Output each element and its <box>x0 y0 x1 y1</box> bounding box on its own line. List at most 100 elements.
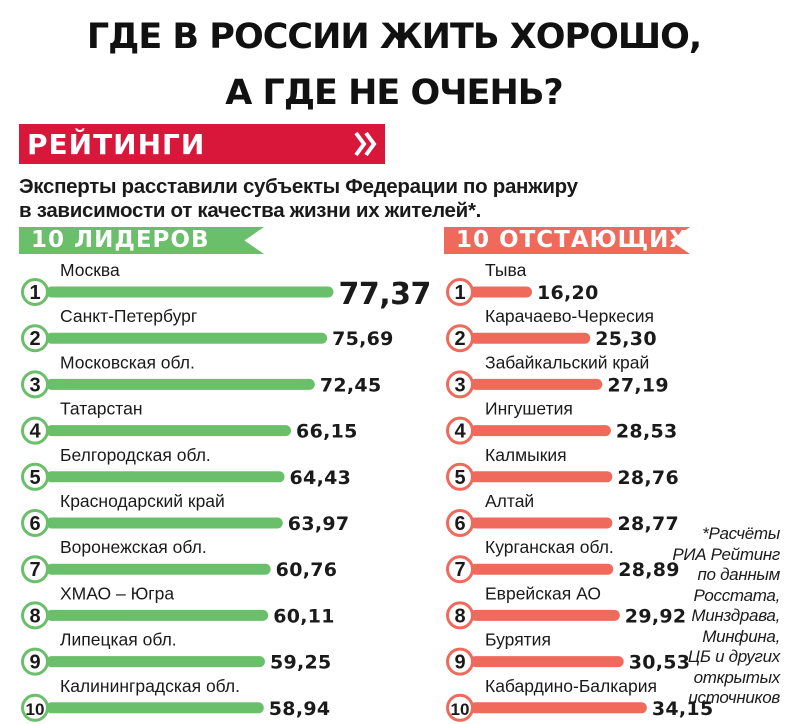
region-name: Москва <box>60 260 120 280</box>
subtitle-line1: Эксперты расставили субъекты Федерации п… <box>19 175 578 198</box>
value-label: 29,92 <box>625 605 687 627</box>
region-name: Бурятия <box>485 630 551 650</box>
rank-circle <box>21 416 49 445</box>
bar <box>470 332 591 344</box>
bar <box>470 702 647 714</box>
rank-label: 7 <box>454 559 465 581</box>
region-name: Алтай <box>485 491 534 511</box>
value-label: 75,69 <box>332 328 394 350</box>
region-name: Санкт-Петербург <box>60 306 197 326</box>
bar <box>46 332 328 344</box>
rank-circle <box>21 555 49 584</box>
region-name: Еврейская АО <box>485 583 601 603</box>
region-name: Татарстан <box>60 399 143 419</box>
value-label: 30,53 <box>629 652 691 674</box>
footnote: *Расчёты РИА Рейтинг по данным Росстата, Мин… <box>640 524 780 709</box>
subtitle: Эксперты расставили субъекты Федерации п… <box>19 175 719 223</box>
rank-circle <box>21 324 49 353</box>
region-name: Воронежская обл. <box>60 537 207 557</box>
rank-circle <box>21 601 49 630</box>
bar <box>470 378 603 390</box>
bar <box>470 425 611 437</box>
region-name: Калининградская обл. <box>60 676 240 696</box>
rank-circle <box>446 370 474 399</box>
bar <box>470 471 613 483</box>
value-label: 60,11 <box>273 605 335 627</box>
footnote-line: источников <box>688 688 780 707</box>
laggards-header: 10 ОТСТАЮЩИХ <box>444 227 690 254</box>
rank-label: 3 <box>29 374 40 396</box>
rank-label: 3 <box>454 374 465 396</box>
region-name: Карачаево-Черкесия <box>485 306 654 326</box>
rank-label: 10 <box>26 700 45 719</box>
ratings-banner: РЕЙТИНГИ <box>19 124 385 164</box>
value-label: 58,94 <box>269 698 331 720</box>
bar <box>46 609 269 621</box>
ratings-label: РЕЙТИНГИ <box>27 128 206 161</box>
region-name: Московская обл. <box>60 352 195 372</box>
rank-label: 8 <box>454 605 465 627</box>
footnote-line: ЦБ и других <box>687 647 780 666</box>
rank-label: 5 <box>454 467 465 489</box>
value-label: 28,76 <box>617 467 679 489</box>
page-title-line1: ГДЕ В РОССИИ ЖИТЬ ХОРОШО, <box>86 17 702 57</box>
region-name: Калмыкия <box>485 445 567 465</box>
double-chevron-icon <box>354 131 377 157</box>
value-label: 27,19 <box>607 374 669 396</box>
value-label: 28,77 <box>617 513 679 535</box>
rank-circle <box>21 370 49 399</box>
rank-circle <box>446 555 474 584</box>
region-name: ХМАО – Югра <box>60 583 174 603</box>
bar <box>46 563 271 575</box>
rank-label: 1 <box>29 282 40 304</box>
region-name: Липецкая обл. <box>60 630 177 650</box>
rank-label: 2 <box>29 328 40 350</box>
bar <box>46 471 285 483</box>
rank-circle <box>446 324 474 353</box>
bar <box>470 656 624 668</box>
bar <box>470 286 532 298</box>
rank-circle <box>21 647 49 676</box>
subtitle-line2: в зависимости от качества жизни их жител… <box>19 199 482 222</box>
rank-circle <box>446 693 474 722</box>
value-label: 59,25 <box>270 652 332 674</box>
rank-circle <box>446 278 474 306</box>
footnote-line: по данным <box>697 565 780 584</box>
rank-label: 4 <box>454 421 466 443</box>
bar <box>46 656 265 668</box>
region-name: Белгородская обл. <box>60 445 211 465</box>
rank-label: 1 <box>454 282 465 304</box>
page-title-line2: А ГДЕ НЕ ОЧЕНЬ? <box>225 73 563 113</box>
value-label: 28,89 <box>618 559 680 581</box>
bar <box>46 378 315 390</box>
region-name: Кабардино-Балкария <box>485 676 657 696</box>
rank-circle <box>21 278 49 306</box>
bar <box>470 563 614 575</box>
rank-circle <box>21 693 49 722</box>
value-label: 34,15 <box>652 698 714 720</box>
value-label: 63,97 <box>288 513 350 535</box>
bar <box>470 609 620 621</box>
rank-circle <box>21 462 49 491</box>
value-label: 77,37 <box>338 277 430 312</box>
footnote-line: Минфина, <box>702 626 780 646</box>
bar <box>46 517 283 529</box>
rank-label: 6 <box>454 513 465 535</box>
rank-label: 7 <box>29 559 40 581</box>
value-label: 28,53 <box>616 421 678 443</box>
rank-circle <box>446 601 474 630</box>
region-name: Забайкальский край <box>485 352 649 372</box>
footnote-line: *Расчёты <box>702 524 780 543</box>
value-label: 60,76 <box>276 559 338 581</box>
region-name: Ингушетия <box>485 399 573 419</box>
bar <box>46 286 334 298</box>
rank-label: 8 <box>29 605 40 627</box>
footnote-line: РИА Рейтинг <box>672 544 780 564</box>
region-name: Тыва <box>485 260 527 280</box>
footnote-line: открытых <box>693 667 781 687</box>
rank-label: 10 <box>451 700 470 719</box>
rank-label: 6 <box>29 513 40 535</box>
value-label: 64,43 <box>290 467 352 489</box>
rank-circle <box>446 462 474 491</box>
